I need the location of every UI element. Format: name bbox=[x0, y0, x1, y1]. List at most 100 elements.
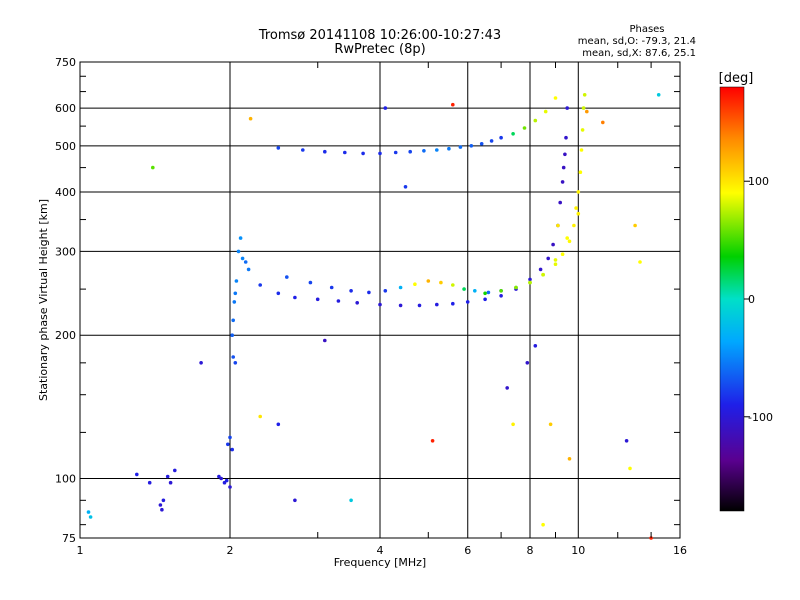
echo-point bbox=[426, 279, 431, 283]
echo-point bbox=[580, 128, 585, 132]
echo-point bbox=[633, 223, 637, 228]
echo-point bbox=[556, 223, 560, 228]
echo-point bbox=[232, 300, 237, 304]
echo-point bbox=[528, 277, 532, 282]
colorbar bbox=[719, 86, 745, 512]
echo-point bbox=[378, 151, 382, 156]
echo-point bbox=[483, 291, 487, 296]
echo-point bbox=[378, 302, 382, 307]
echo-point bbox=[398, 303, 403, 308]
echo-point bbox=[238, 236, 243, 240]
echo-point bbox=[511, 422, 515, 427]
echo-point bbox=[451, 283, 455, 287]
echo-point bbox=[336, 299, 341, 303]
echo-point bbox=[329, 285, 334, 290]
echo-point bbox=[315, 297, 320, 302]
echo-point bbox=[574, 206, 578, 210]
x-tick-label: 6 bbox=[464, 544, 471, 557]
echo-point bbox=[234, 279, 239, 283]
echo-point bbox=[383, 289, 388, 293]
echo-point bbox=[585, 109, 589, 114]
echo-point bbox=[258, 414, 263, 419]
echo-point bbox=[361, 151, 365, 156]
echo-point bbox=[638, 260, 642, 264]
echo-point bbox=[533, 344, 538, 348]
echo-point bbox=[293, 498, 297, 503]
grid-lines bbox=[80, 62, 680, 538]
echo-point bbox=[355, 301, 360, 305]
phase-stats-heading: Phases bbox=[629, 24, 664, 35]
colorbar-tick-label: -100 bbox=[748, 411, 773, 424]
echo-point bbox=[231, 318, 235, 323]
echo-point bbox=[173, 468, 177, 473]
y-tick-label: 750 bbox=[55, 56, 76, 69]
echo-point bbox=[541, 272, 545, 277]
x-axis-label: Frequency [MHz] bbox=[334, 556, 426, 569]
echo-point bbox=[451, 102, 455, 107]
echo-point bbox=[578, 170, 583, 174]
echo-point bbox=[276, 291, 281, 296]
echo-point bbox=[522, 126, 527, 130]
echo-point bbox=[465, 300, 470, 304]
echo-point bbox=[160, 507, 164, 512]
echo-point bbox=[560, 180, 565, 184]
echo-point bbox=[553, 96, 558, 100]
echo-point bbox=[435, 302, 439, 307]
echo-point bbox=[168, 480, 173, 485]
echo-point bbox=[473, 289, 477, 293]
echo-point bbox=[349, 498, 353, 503]
echo-point bbox=[505, 386, 510, 390]
echo-point bbox=[88, 515, 93, 519]
echo-point bbox=[511, 132, 515, 136]
echo-point bbox=[199, 361, 203, 365]
colorbar-tick-label: 100 bbox=[748, 175, 769, 188]
echo-point bbox=[576, 190, 581, 194]
echo-point bbox=[323, 149, 327, 154]
echo-point bbox=[499, 294, 503, 298]
y-tick-label: 500 bbox=[55, 140, 76, 153]
echo-point bbox=[158, 503, 163, 507]
y-axis-label: Stationary phase Virtual Height [km] bbox=[37, 199, 50, 401]
echo-point bbox=[308, 280, 313, 285]
echo-point bbox=[226, 442, 230, 447]
echo-point bbox=[230, 333, 234, 338]
echo-point bbox=[572, 223, 576, 228]
echo-point bbox=[349, 289, 353, 293]
echo-point bbox=[147, 480, 152, 485]
echo-point bbox=[430, 439, 435, 443]
echo-point bbox=[548, 422, 553, 427]
echo-point bbox=[398, 285, 403, 290]
echo-point bbox=[551, 242, 555, 247]
echo-point bbox=[462, 287, 466, 291]
echo-point bbox=[486, 290, 491, 295]
echo-point bbox=[565, 236, 569, 240]
echo-point bbox=[553, 262, 558, 267]
y-tick-label: 100 bbox=[55, 473, 76, 486]
echo-point bbox=[541, 522, 545, 527]
echo-point bbox=[567, 239, 572, 244]
echo-point bbox=[258, 283, 263, 287]
colorbar-label: [deg] bbox=[719, 71, 754, 86]
colorbar-ticks: 100 0 -100 bbox=[744, 175, 773, 424]
echo-point bbox=[224, 478, 229, 483]
echo-point bbox=[563, 152, 567, 157]
echo-point bbox=[228, 485, 232, 489]
echo-point bbox=[230, 447, 234, 452]
echo-point bbox=[528, 280, 532, 285]
echo-point bbox=[489, 139, 494, 143]
echo-point bbox=[228, 435, 232, 440]
chart-title: Tromsø 20141108 10:26:00-10:27:43 bbox=[258, 28, 501, 43]
colorbar-tick-label: 0 bbox=[748, 293, 755, 306]
echo-point bbox=[435, 148, 439, 152]
echo-point bbox=[343, 150, 347, 155]
chart-subtitle: RwPretec (8p) bbox=[334, 42, 425, 57]
data-points bbox=[86, 93, 661, 540]
echo-point bbox=[567, 457, 572, 461]
x-tick-label: 4 bbox=[377, 544, 384, 557]
echo-point bbox=[564, 135, 568, 140]
echo-point bbox=[231, 355, 235, 359]
echo-point bbox=[151, 165, 155, 170]
echo-point bbox=[558, 200, 562, 205]
echo-point bbox=[301, 148, 305, 152]
